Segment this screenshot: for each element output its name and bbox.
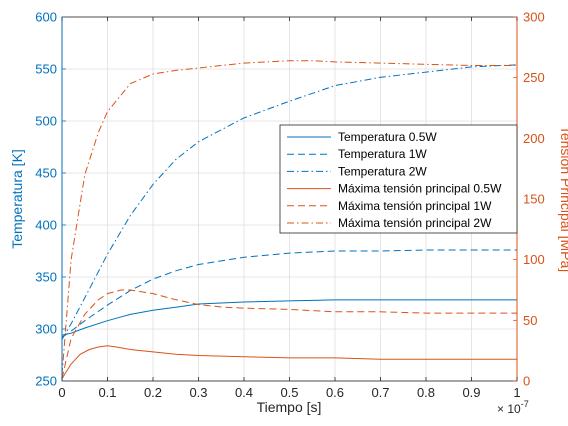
y-left-tick-label: 400 bbox=[35, 218, 57, 233]
series-line-4 bbox=[61, 345, 517, 379]
y-left-tick-label: 600 bbox=[35, 10, 57, 25]
y-left-tick-label: 300 bbox=[35, 322, 57, 337]
y-left-axis-label: Temperatura [K] bbox=[9, 149, 25, 249]
legend-label: Máxima tensión principal 2W bbox=[338, 216, 492, 230]
x-tick-label: 0.2 bbox=[144, 385, 162, 400]
x-multiplier: × 10-7 bbox=[497, 399, 529, 416]
x-tick-label: 0.1 bbox=[98, 385, 116, 400]
y-right-tick-label: 150 bbox=[523, 192, 545, 207]
series-line-5 bbox=[61, 289, 517, 379]
y-right-tick-label: 100 bbox=[523, 252, 545, 267]
y-right-tick-label: 50 bbox=[523, 313, 537, 328]
y-right-axis-label: Tensión Principal [MPa] bbox=[558, 126, 568, 272]
x-tick-label: 1 bbox=[513, 385, 520, 400]
legend-label: Máxima tensión principal 1W bbox=[338, 199, 492, 213]
y-left-tick-label: 550 bbox=[35, 62, 57, 77]
y-right-tick-label: 250 bbox=[523, 70, 545, 85]
x-tick-label: 0.4 bbox=[235, 385, 253, 400]
x-tick-label: 0.5 bbox=[280, 385, 298, 400]
legend-label: Temperatura 1W bbox=[338, 147, 427, 161]
legend-label: Máxima tensión principal 0.5W bbox=[338, 182, 502, 196]
legend-label: Temperatura 0.5W bbox=[338, 130, 437, 144]
legend-box bbox=[279, 124, 518, 234]
tick-layer: 0 0.1 0.2 0.3 0.4 0.5 0.6 0.7 0.8 0.9 1 250 300 350 40… bbox=[35, 10, 544, 401]
series-line-1 bbox=[61, 299, 517, 336]
x-multiplier-base: × 10 bbox=[497, 402, 521, 416]
x-tick-label: 0 bbox=[58, 385, 65, 400]
x-tick-label: 0.3 bbox=[189, 385, 207, 400]
legend: Temperatura 0.5W Temperatura 1W Temperatur… bbox=[279, 124, 518, 234]
series-line-6 bbox=[61, 60, 517, 375]
y-right-tick-label: 300 bbox=[523, 10, 545, 25]
series-line-2 bbox=[61, 249, 517, 338]
y-left-tick-label: 500 bbox=[35, 114, 57, 129]
y-right-tick-label: 0 bbox=[523, 374, 530, 389]
x-tick-label: 0.6 bbox=[326, 385, 344, 400]
y-left-tick-label: 250 bbox=[35, 374, 57, 389]
y-right-tick-label: 200 bbox=[523, 131, 545, 146]
legend-label: Temperatura 2W bbox=[338, 164, 427, 178]
x-tick-label: 0.9 bbox=[462, 385, 480, 400]
series-line-3 bbox=[61, 64, 518, 340]
y-left-tick-label: 450 bbox=[35, 166, 57, 181]
x-tick-label: 0.7 bbox=[371, 385, 389, 400]
x-multiplier-exponent: -7 bbox=[521, 399, 529, 409]
series-layer bbox=[61, 60, 518, 379]
x-axis-label: Tiempo [s] bbox=[257, 399, 322, 415]
x-tick-label: 0.8 bbox=[417, 385, 435, 400]
y-left-tick-label: 350 bbox=[35, 270, 57, 285]
